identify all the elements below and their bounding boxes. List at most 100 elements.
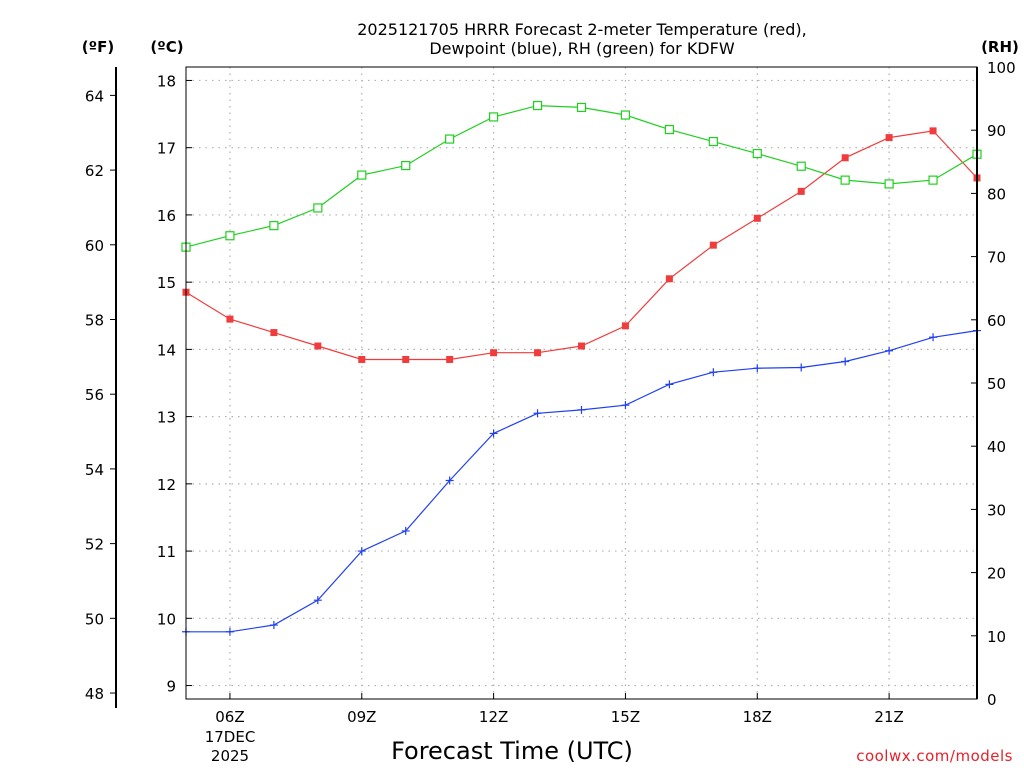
x-tick-label: 12Z [479,708,508,726]
axis-ticks: 9 10 11 12 13 14 15 16 17 18 48 50 52 54 56 58 60 62 64 0 10… [85,59,1016,726]
series-line [185,130,978,361]
rh-tick-label: 70 [987,249,1006,267]
dewpoint-point [445,476,454,485]
fahrenheit-tick-label: 60 [85,237,104,255]
temperature-point [358,355,366,363]
rh-point [664,124,674,135]
rh-point [708,136,718,147]
celsius-tick-label: 12 [157,476,176,494]
fahrenheit-tick-label: 50 [85,610,104,628]
dewpoint-point [709,368,718,377]
rh-tick-label: 10 [987,628,1006,646]
dewpoint-point [885,346,894,355]
rh-tick-label: 20 [987,565,1006,583]
series-layer [181,100,982,636]
series-dewpoint [182,326,981,636]
celsius-tick-label: 17 [157,140,176,158]
rh-point [401,160,411,171]
chart-title-line2: Dewpoint (blue), RH (green) for KDFW [429,39,735,58]
dewpoint-point [753,364,762,373]
rh-tick-label: 90 [987,122,1006,140]
rh-point [576,102,587,113]
series-line [186,330,978,633]
x-axis-label: Forecast Time (UTC) [391,737,633,765]
chart-title-line1: 2025121705 HRRR Forecast 2-meter Tempera… [357,20,807,39]
plot-border [185,66,978,700]
x-tick-label: 15Z [611,708,640,726]
rh-point [928,175,938,185]
rh-point [489,112,499,122]
dewpoint-point [357,547,366,556]
grid-lines [186,67,977,699]
fahrenheit-tick-label: 52 [85,536,104,554]
celsius-tick-label: 10 [157,610,176,628]
temperature-point [709,241,717,249]
celsius-tick-label: 9 [166,678,176,696]
celsius-tick-label: 16 [157,207,176,225]
temperature-point [314,342,322,350]
dewpoint-point [533,409,542,418]
dewpoint-point [841,357,850,366]
x-tick-label: 06Z [215,708,244,726]
celsius-tick-label: 14 [157,341,176,359]
dewpoint-point [313,596,322,605]
x-tick-label: 09Z [347,708,376,726]
rh-unit-label: (RH) [981,38,1019,56]
rh-point [445,134,455,144]
fahrenheit-tick-label: 62 [85,162,104,180]
dewpoint-point [665,380,674,389]
temperature-point [621,322,629,330]
rh-tick-label: 30 [987,501,1006,519]
dewpoint-point [269,621,278,630]
rh-tick-label: 0 [987,691,997,709]
dewpoint-point [577,405,586,414]
fahrenheit-unit-label: (ºF) [82,38,114,56]
temperature-point [665,275,673,283]
celsius-tick-label: 11 [157,543,176,561]
series-2-meter-temperature [182,127,981,363]
rh-point [269,221,279,231]
rh-tick-label: 100 [987,59,1016,77]
dewpoint-point [489,429,498,438]
dewpoint-point [401,526,410,535]
rh-point [752,148,762,159]
rh-tick-label: 50 [987,375,1006,393]
rh-point [357,170,367,180]
temperature-point [270,329,278,337]
rh-point [225,231,235,241]
fahrenheit-tick-label: 54 [85,461,104,479]
rh-point [840,175,850,185]
dewpoint-point [225,627,234,636]
credit-text: coolwx.com/models [856,747,1013,765]
dewpoint-point [797,363,806,372]
rh-point [620,110,631,120]
temperature-point [446,355,454,363]
temperature-point [753,214,761,222]
temperature-point [885,134,893,142]
celsius-unit-label: (ºC) [150,38,183,56]
series-line [185,104,978,248]
celsius-tick-label: 13 [157,409,176,427]
dewpoint-point [621,401,630,410]
rh-point [532,100,543,111]
fahrenheit-tick-label: 56 [85,386,104,404]
temperature-point [578,342,585,350]
dewpoint-point [929,333,938,342]
temperature-point [226,315,234,323]
temperature-point [534,349,542,357]
series-rh [181,100,982,252]
date-label-year: 2025 [211,747,249,765]
rh-point [796,161,806,171]
x-tick-label: 18Z [743,708,772,726]
fahrenheit-tick-label: 58 [85,312,104,330]
fahrenheit-tick-label: 48 [85,685,104,703]
rh-point [884,179,894,189]
x-tick-label: 21Z [874,708,903,726]
rh-tick-label: 60 [987,312,1006,330]
plot-frame [115,66,978,708]
temperature-point [797,187,805,195]
fahrenheit-tick-label: 64 [85,87,104,105]
rh-tick-label: 80 [987,185,1006,203]
temperature-point [490,349,498,357]
